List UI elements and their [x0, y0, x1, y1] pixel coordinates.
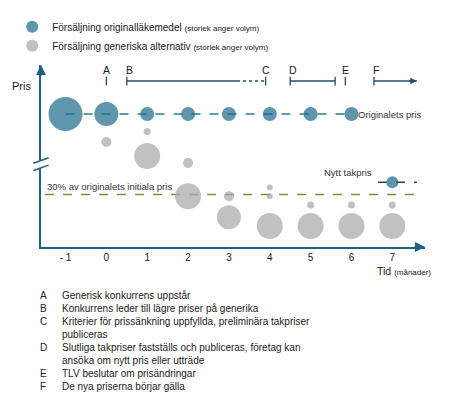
svg-text:B: B	[126, 64, 133, 76]
svg-text:D: D	[289, 64, 297, 76]
svg-text:A: A	[103, 64, 110, 76]
svg-text:Pris: Pris	[12, 80, 31, 92]
svg-text:E: E	[342, 64, 349, 76]
html-text:E: E	[40, 368, 47, 379]
svg-text:30% av originalets initiala pr: 30% av originalets initiala pris	[47, 181, 172, 192]
svg-text:2: 2	[185, 252, 191, 263]
svg-text:5: 5	[308, 252, 314, 263]
svg-text:- 1: - 1	[60, 252, 72, 263]
html-text:De nya priserna börjar gälla: De nya priserna börjar gälla	[62, 381, 185, 392]
html-text:C: C	[40, 316, 48, 327]
html-text:A: A	[40, 290, 47, 301]
svg-text:Originalets pris: Originalets pris	[358, 109, 422, 120]
html-text:TLV beslutar om prisändringar: TLV beslutar om prisändringar	[62, 368, 196, 379]
html-text:Kriterier för prissänkning upp: Kriterier för prissänkning uppfyllda, pr…	[62, 316, 310, 340]
html-text:F: F	[40, 381, 47, 392]
html-text:B: B	[40, 303, 47, 314]
svg-text:Försäljning generiska alternat: Försäljning generiska alternativ (storle…	[52, 41, 268, 52]
svg-text:Nytt takpris: Nytt takpris	[324, 167, 372, 178]
svg-text:C: C	[262, 64, 270, 76]
html-text:Generisk konkurrens uppstår: Generisk konkurrens uppstår	[62, 290, 191, 301]
svg-text:7: 7	[390, 252, 396, 263]
html-text:Konkurrens leder till lägre pr: Konkurrens leder till lägre priser på ge…	[62, 303, 259, 314]
svg-text:3: 3	[226, 252, 232, 263]
html-text:Slutliga takpriser fastställs: Slutliga takpriser fastställs och public…	[62, 342, 301, 366]
svg-text:1: 1	[144, 252, 150, 263]
html-text:D: D	[40, 342, 48, 353]
svg-text:Försäljning originalläkemedel: Försäljning originalläkemedel (storlek a…	[52, 22, 259, 33]
svg-text:F: F	[373, 64, 379, 76]
svg-text:0: 0	[104, 252, 110, 263]
svg-text:4: 4	[267, 252, 273, 263]
svg-text:Tid (månader): Tid (månader)	[377, 265, 431, 277]
svg-text:6: 6	[349, 252, 355, 263]
